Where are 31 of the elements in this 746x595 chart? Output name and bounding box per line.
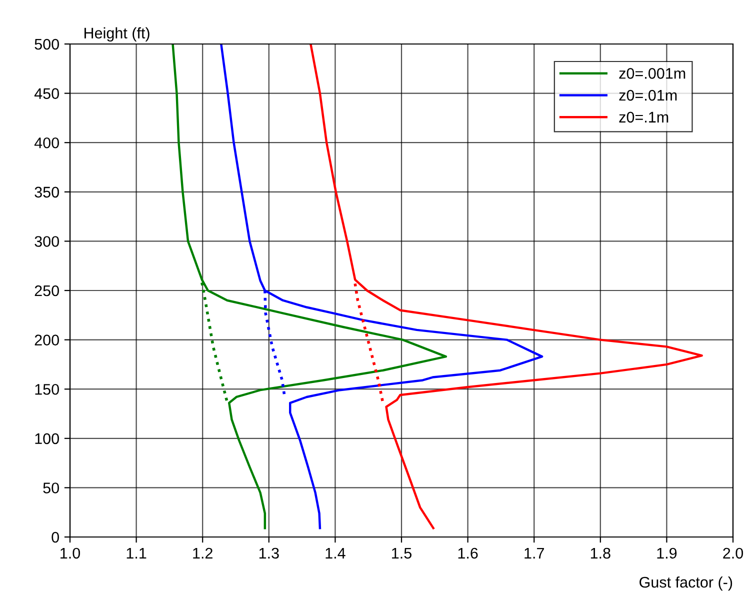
line-series: [172, 44, 448, 530]
x-tick-label: 1.7: [524, 548, 544, 558]
x-tick-label: 1.2: [193, 548, 212, 558]
y-tick-label: 100: [35, 433, 59, 444]
x-tick-label: 1.8: [590, 548, 610, 559]
y-tick-label: 500: [34, 38, 59, 50]
x-tick-label: 1.9: [657, 548, 677, 559]
legend-label: z0=.001m: [619, 68, 686, 79]
x-axis-title: Gust factor (-): [640, 576, 732, 591]
y-tick-label: 350: [34, 186, 59, 198]
y-tick-label: 250: [34, 285, 59, 296]
y-tick-label: 400: [34, 137, 59, 148]
line-series: [310, 44, 703, 530]
x-tick-label: 1.5: [392, 548, 412, 559]
legend-label: z0=.01m: [619, 90, 677, 101]
x-tick-label: 1.6: [458, 548, 478, 559]
y-tick-label: 200: [34, 334, 59, 346]
y-tick-label: 0: [52, 532, 59, 543]
y-tick-label: 450: [34, 88, 59, 99]
x-tick-label: 1.0: [60, 548, 80, 559]
x-tick-label: 1.3: [259, 548, 279, 559]
y-axis-title: Height (ft): [84, 27, 150, 42]
line-series: [200, 281, 229, 404]
x-tick-label: 1.4: [326, 548, 346, 558]
x-tick-label: 2.0: [723, 548, 744, 559]
y-tick-label: 150: [35, 384, 59, 395]
line-series: [220, 44, 544, 530]
y-tick-label: 300: [34, 236, 59, 247]
y-tick-label: 50: [43, 482, 59, 494]
legend-label: z0=.1m: [619, 112, 668, 123]
x-tick-label: 1.1: [126, 548, 146, 558]
